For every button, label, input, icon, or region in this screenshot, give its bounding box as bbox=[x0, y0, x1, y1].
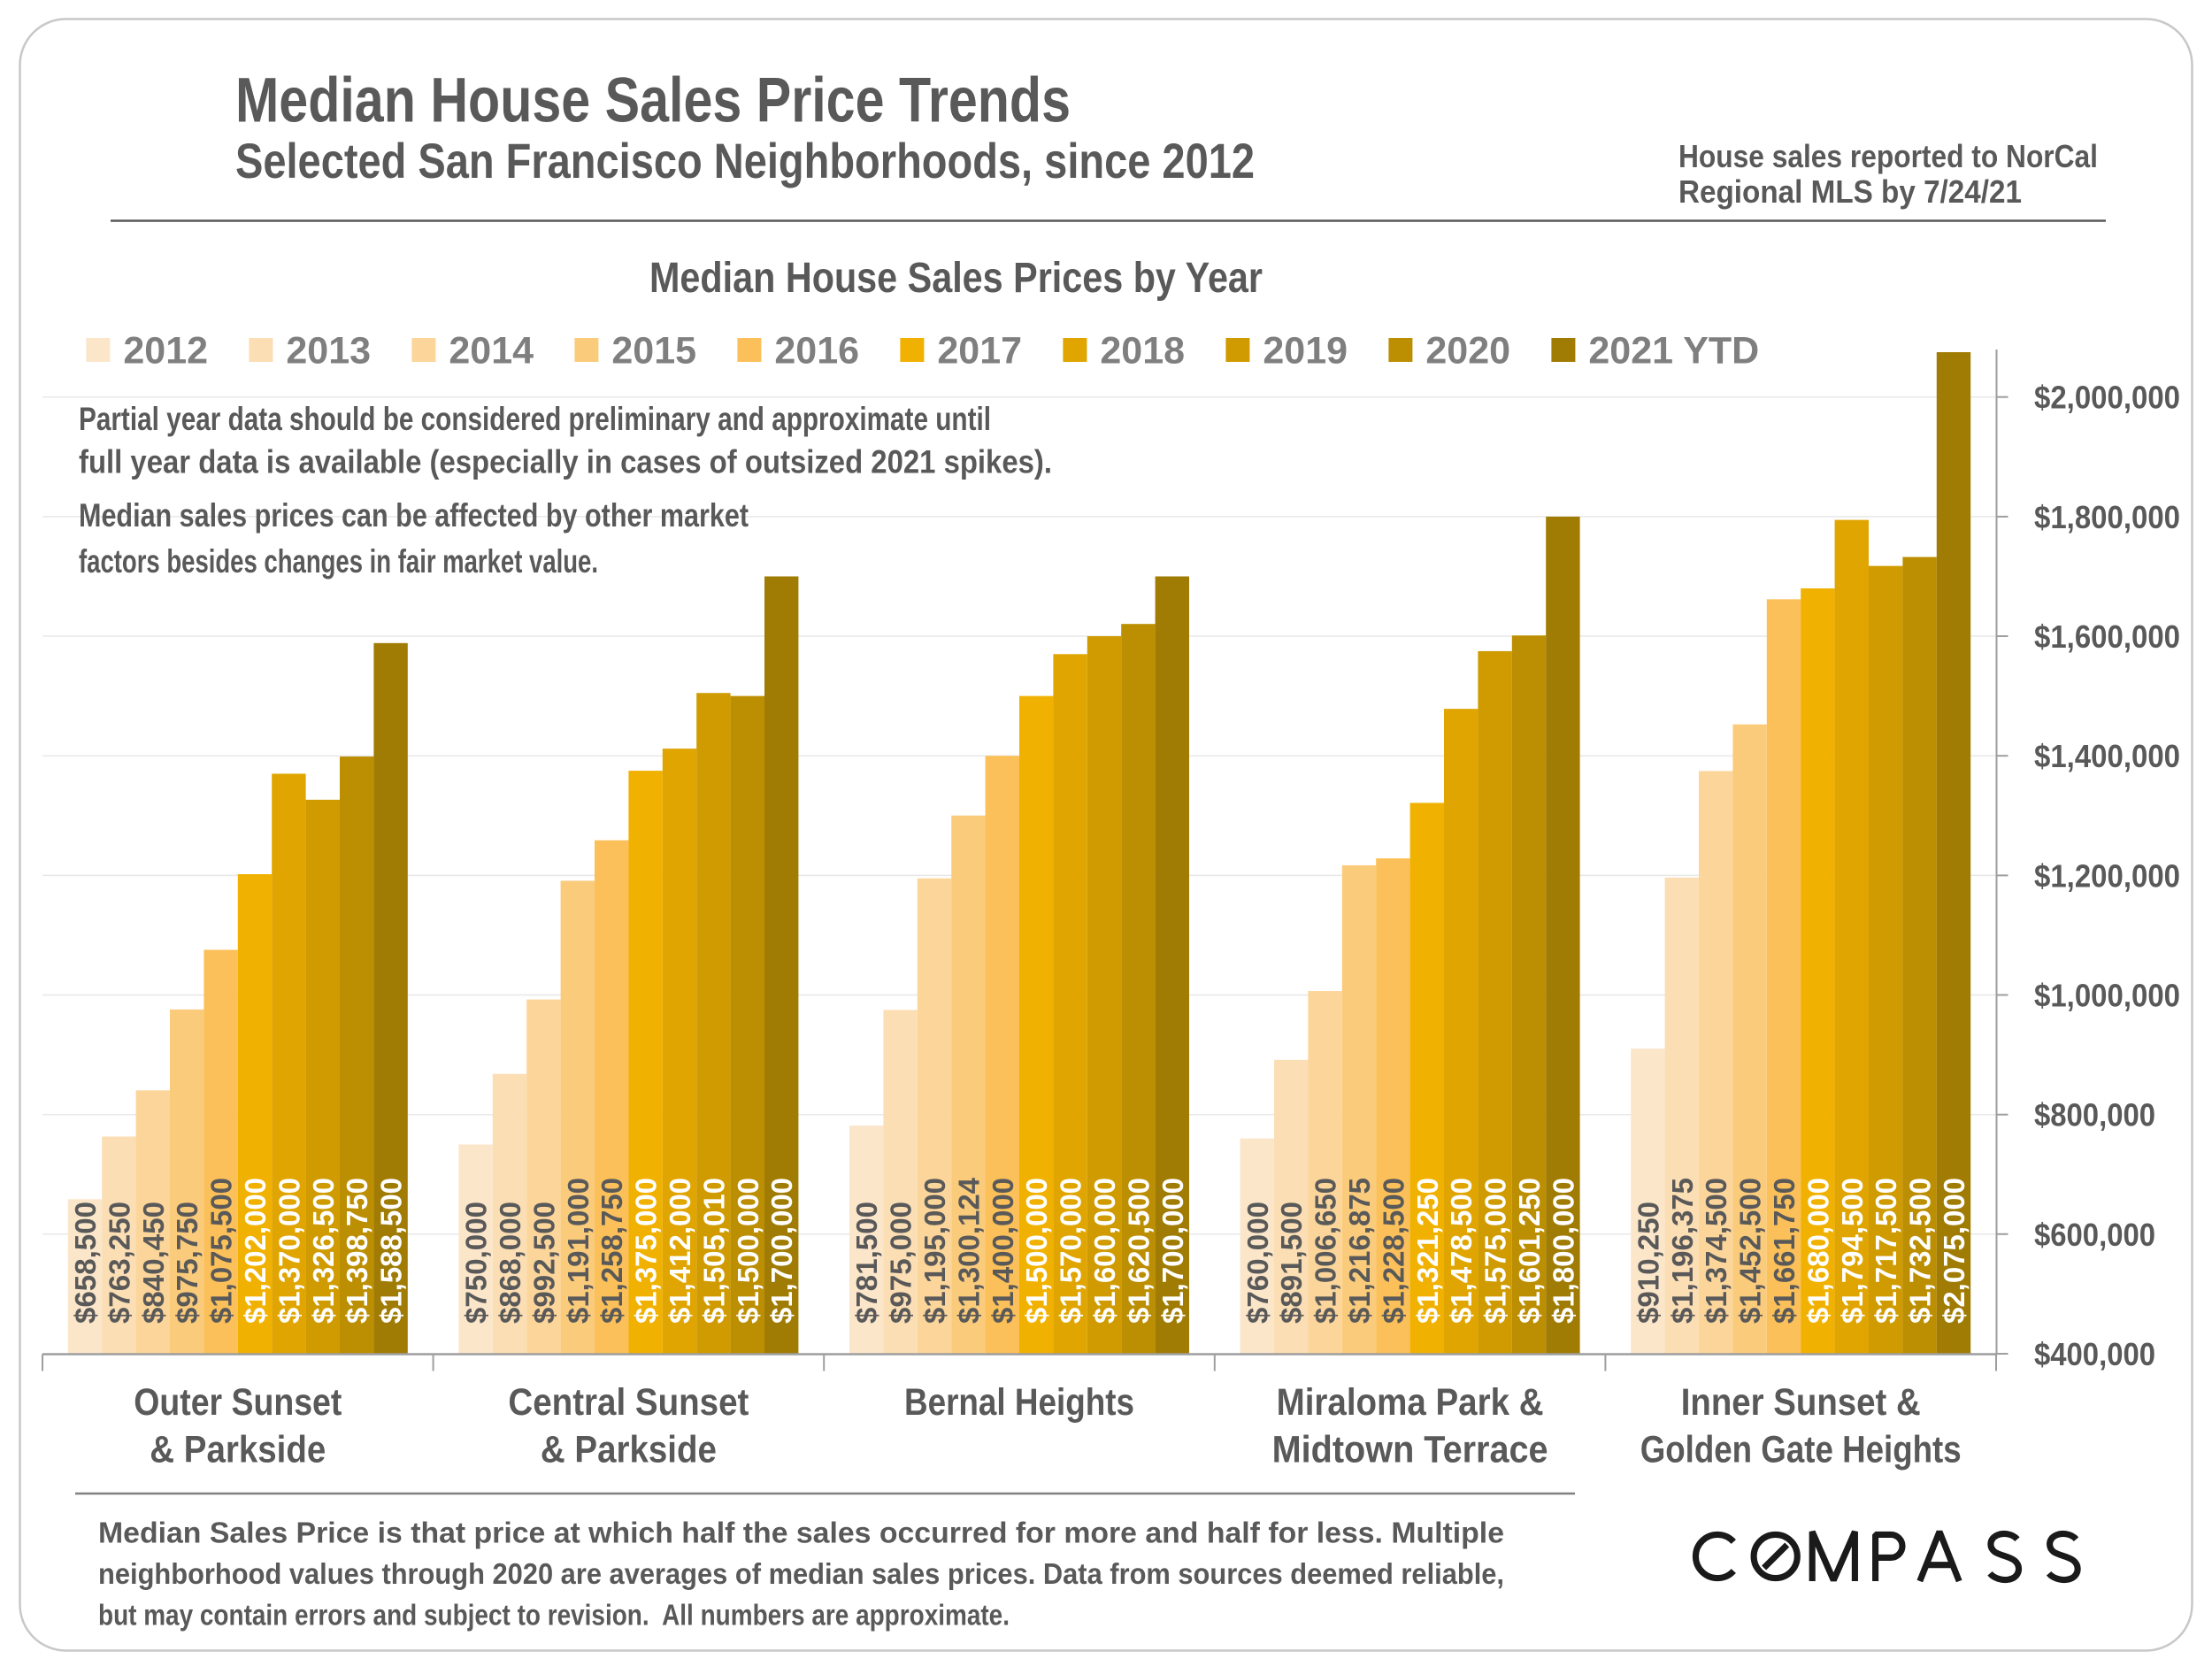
svg-text:full year data is available (e: full year data is available (especially … bbox=[79, 444, 1052, 480]
svg-text:$1,326,500: $1,326,500 bbox=[307, 1178, 340, 1324]
svg-text:Median House Sales Price Trend: Median House Sales Price Trends bbox=[235, 66, 1071, 136]
svg-text:$1,412,000: $1,412,000 bbox=[664, 1178, 696, 1324]
svg-text:$1,500,000: $1,500,000 bbox=[732, 1178, 764, 1324]
svg-text:$992,500: $992,500 bbox=[527, 1202, 560, 1324]
svg-text:$1,321,250: $1,321,250 bbox=[1411, 1178, 1444, 1324]
svg-text:$1,588,500: $1,588,500 bbox=[375, 1178, 408, 1324]
svg-text:$975,000: $975,000 bbox=[885, 1202, 918, 1324]
svg-text:$750,000: $750,000 bbox=[460, 1202, 493, 1324]
svg-text:$1,478,500: $1,478,500 bbox=[1445, 1178, 1478, 1324]
svg-text:$1,601,250: $1,601,250 bbox=[1513, 1178, 1546, 1324]
svg-text:$1,620,500: $1,620,500 bbox=[1122, 1178, 1155, 1324]
svg-text:$1,575,000: $1,575,000 bbox=[1479, 1178, 1512, 1324]
svg-text:$1,300,124: $1,300,124 bbox=[952, 1177, 985, 1324]
svg-text:$1,570,000: $1,570,000 bbox=[1055, 1178, 1087, 1324]
svg-text:$975,750: $975,750 bbox=[171, 1202, 204, 1324]
svg-text:$2,075,000: $2,075,000 bbox=[1938, 1178, 1970, 1324]
svg-text:$1,600,000: $1,600,000 bbox=[2034, 618, 2180, 655]
svg-text:& Parkside: & Parkside bbox=[150, 1430, 326, 1471]
svg-text:2015: 2015 bbox=[611, 330, 696, 373]
svg-text:$658,500: $658,500 bbox=[69, 1202, 102, 1324]
svg-text:2013: 2013 bbox=[286, 330, 371, 373]
svg-text:$1,800,000: $1,800,000 bbox=[1547, 1178, 1579, 1324]
svg-text:$2,000,000: $2,000,000 bbox=[2034, 380, 2180, 416]
svg-text:$1,700,000: $1,700,000 bbox=[1156, 1178, 1189, 1324]
svg-text:2016: 2016 bbox=[774, 330, 859, 373]
svg-text:$868,000: $868,000 bbox=[494, 1202, 526, 1324]
svg-text:$1,600,000: $1,600,000 bbox=[1088, 1178, 1121, 1324]
svg-text:Median sales prices can be aff: Median sales prices can be affected by o… bbox=[79, 497, 749, 534]
svg-text:Median Sales Price is that pri: Median Sales Price is that price at whic… bbox=[98, 1517, 1504, 1549]
svg-text:$1,400,000: $1,400,000 bbox=[2034, 738, 2180, 774]
svg-text:$1,661,750: $1,661,750 bbox=[1768, 1178, 1801, 1324]
svg-text:House sales reported to NorCal: House sales reported to NorCal bbox=[1678, 138, 2098, 174]
svg-text:& Parkside: & Parkside bbox=[541, 1430, 717, 1471]
svg-text:Central Sunset: Central Sunset bbox=[508, 1382, 749, 1424]
svg-text:$1,794,500: $1,794,500 bbox=[1836, 1178, 1869, 1324]
svg-text:Bernal Heights: Bernal Heights bbox=[904, 1382, 1134, 1424]
svg-text:Miraloma Park &: Miraloma Park & bbox=[1277, 1382, 1544, 1424]
svg-text:$760,000: $760,000 bbox=[1241, 1202, 1274, 1324]
svg-text:$1,500,000: $1,500,000 bbox=[1020, 1178, 1053, 1324]
svg-text:$1,700,000: $1,700,000 bbox=[765, 1178, 798, 1324]
svg-text:2020: 2020 bbox=[1425, 330, 1510, 373]
svg-text:factors besides changes in fai: factors besides changes in fair market v… bbox=[79, 543, 598, 580]
svg-text:$1,006,650: $1,006,650 bbox=[1310, 1178, 1342, 1324]
svg-text:$840,450: $840,450 bbox=[137, 1202, 170, 1324]
svg-text:2019: 2019 bbox=[1263, 330, 1348, 373]
svg-text:$1,000,000: $1,000,000 bbox=[2034, 978, 2180, 1014]
svg-text:$1,452,500: $1,452,500 bbox=[1734, 1178, 1767, 1324]
svg-text:$1,200,000: $1,200,000 bbox=[2034, 857, 2180, 894]
svg-text:$1,216,875: $1,216,875 bbox=[1343, 1178, 1376, 1324]
svg-text:Partial year data should be co: Partial year data should be considered p… bbox=[79, 401, 991, 437]
svg-text:2012: 2012 bbox=[123, 330, 208, 373]
svg-text:Median House Sales Prices by Y: Median House Sales Prices by Year bbox=[649, 255, 1263, 302]
svg-text:$1,195,000: $1,195,000 bbox=[918, 1178, 951, 1324]
svg-text:but may contain errors and sub: but may contain errors and subject to re… bbox=[98, 1599, 1010, 1632]
svg-text:Inner Sunset &: Inner Sunset & bbox=[1681, 1382, 1921, 1424]
svg-text:Golden Gate Heights: Golden Gate Heights bbox=[1640, 1430, 1962, 1471]
svg-text:$910,250: $910,250 bbox=[1632, 1202, 1664, 1324]
svg-text:2021 YTD: 2021 YTD bbox=[1588, 330, 1759, 373]
svg-text:Selected San Francisco Neighbo: Selected San Francisco Neighborhoods, si… bbox=[235, 133, 1255, 188]
svg-text:$1,800,000: $1,800,000 bbox=[2034, 499, 2180, 535]
svg-text:$1,191,000: $1,191,000 bbox=[562, 1178, 595, 1324]
svg-text:$1,717,500: $1,717,500 bbox=[1870, 1178, 1902, 1324]
svg-text:2018: 2018 bbox=[1100, 330, 1185, 373]
svg-text:$600,000: $600,000 bbox=[2034, 1217, 2155, 1253]
svg-text:$1,505,010: $1,505,010 bbox=[697, 1178, 730, 1324]
svg-text:$763,250: $763,250 bbox=[103, 1202, 135, 1324]
svg-text:2014: 2014 bbox=[449, 330, 534, 373]
svg-text:$781,500: $781,500 bbox=[850, 1202, 883, 1324]
svg-text:$1,202,000: $1,202,000 bbox=[239, 1178, 272, 1324]
svg-text:$1,375,000: $1,375,000 bbox=[630, 1178, 663, 1324]
svg-text:$800,000: $800,000 bbox=[2034, 1097, 2155, 1133]
svg-text:$1,196,375: $1,196,375 bbox=[1666, 1178, 1699, 1324]
svg-text:$1,400,000: $1,400,000 bbox=[987, 1178, 1019, 1324]
svg-text:$1,258,750: $1,258,750 bbox=[595, 1178, 628, 1324]
svg-text:$1,075,500: $1,075,500 bbox=[205, 1178, 238, 1324]
svg-text:Midtown Terrace: Midtown Terrace bbox=[1272, 1430, 1548, 1471]
svg-text:$1,228,500: $1,228,500 bbox=[1377, 1178, 1409, 1324]
svg-text:$1,370,000: $1,370,000 bbox=[273, 1178, 305, 1324]
svg-text:$891,500: $891,500 bbox=[1275, 1202, 1308, 1324]
svg-text:Outer Sunset: Outer Sunset bbox=[134, 1382, 342, 1424]
svg-text:$1,398,750: $1,398,750 bbox=[341, 1178, 373, 1324]
svg-text:$400,000: $400,000 bbox=[2034, 1336, 2155, 1372]
svg-text:neighborhood values through 20: neighborhood values through 2020 are ave… bbox=[98, 1557, 1504, 1590]
svg-text:Regional MLS by 7/24/21: Regional MLS by 7/24/21 bbox=[1678, 173, 2022, 210]
svg-text:$1,732,500: $1,732,500 bbox=[1904, 1178, 1937, 1324]
svg-text:2017: 2017 bbox=[937, 330, 1022, 373]
svg-text:$1,680,000: $1,680,000 bbox=[1801, 1178, 1834, 1324]
svg-text:$1,374,500: $1,374,500 bbox=[1700, 1178, 1732, 1324]
